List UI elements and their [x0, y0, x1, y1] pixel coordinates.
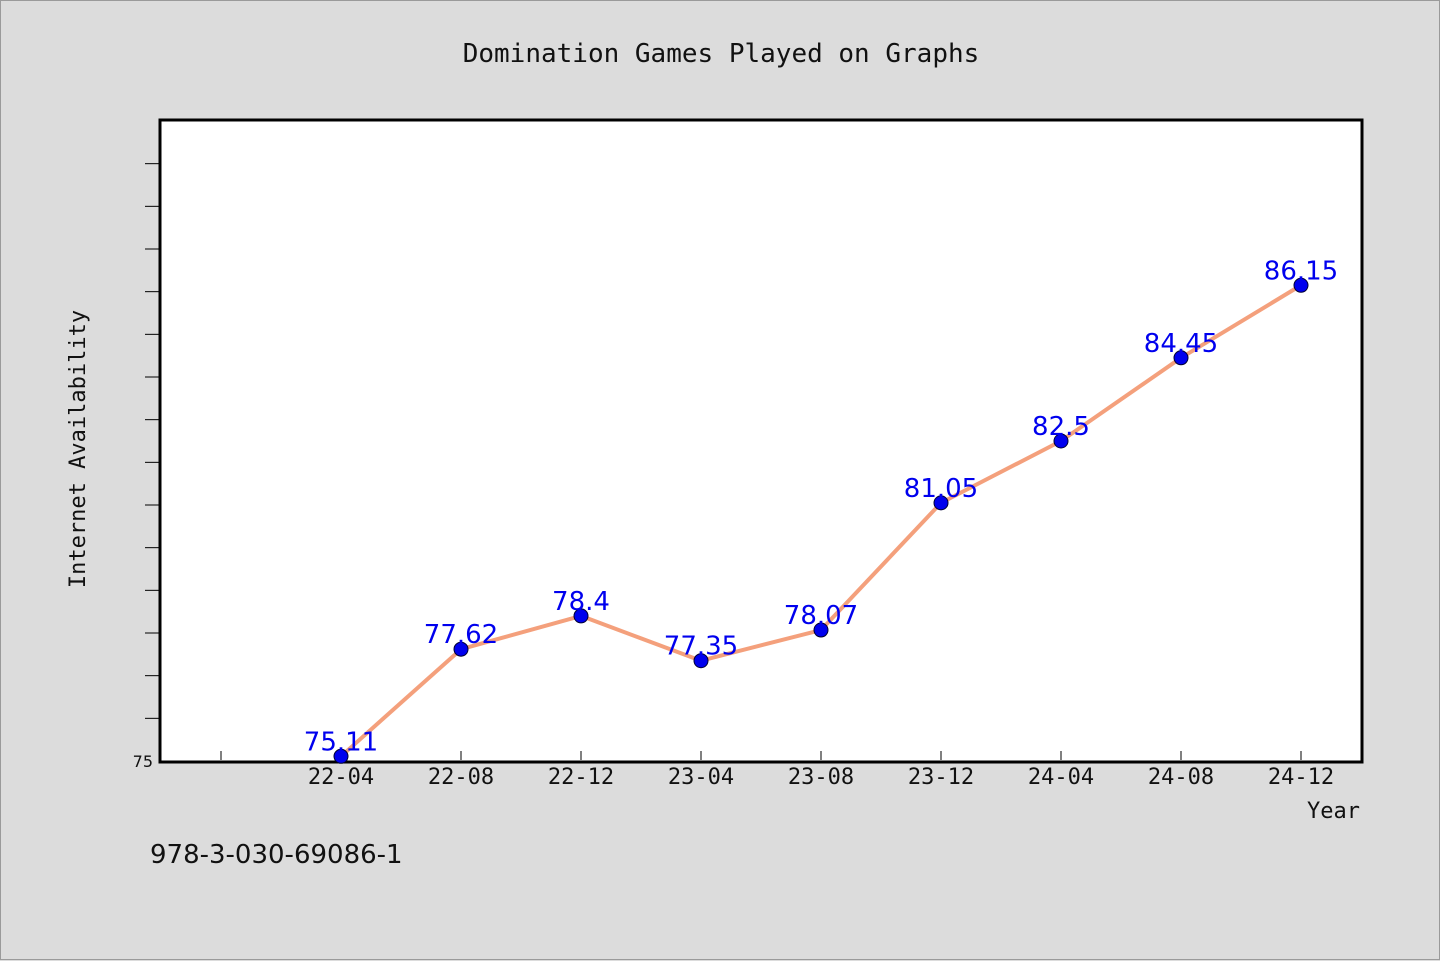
- x-tick-label: 24-08: [1148, 765, 1214, 790]
- data-label: 84.45: [1144, 329, 1218, 359]
- x-tick-label: 23-12: [908, 765, 974, 790]
- data-label: 82.5: [1032, 412, 1090, 442]
- x-axis-ticks: 22-04 22-08 22-12 23-04 23-08 23-12 24-04 24-08…: [220, 751, 1334, 790]
- data-point: [453, 641, 469, 657]
- x-axis-label: Year: [1307, 799, 1360, 824]
- data-label: 81.05: [904, 474, 978, 504]
- isbn-footer: 978-3-030-69086-1: [150, 840, 403, 870]
- data-point: [813, 622, 829, 638]
- data-label: 78.4: [552, 587, 610, 617]
- data-label: 77.62: [424, 620, 498, 650]
- data-label: 78.07: [784, 601, 858, 631]
- data-point: [1173, 350, 1189, 366]
- data-point: [933, 495, 949, 511]
- data-point: [693, 653, 709, 669]
- y-axis-ticks: 75: [133, 163, 160, 771]
- x-tick-label: 22-12: [548, 765, 614, 790]
- data-markers: [333, 277, 1309, 764]
- x-tick-label: 24-04: [1028, 765, 1094, 790]
- data-label: 77.35: [664, 632, 738, 662]
- data-label: 86.15: [1264, 256, 1338, 286]
- data-point: [573, 608, 589, 624]
- data-point: [1293, 277, 1309, 293]
- plot-area: [158, 118, 1364, 764]
- x-tick-label: 22-08: [428, 765, 494, 790]
- chart-title: Domination Games Played on Graphs: [463, 39, 980, 69]
- x-tick-label: 23-08: [788, 765, 854, 790]
- x-tick-label: 23-04: [668, 765, 734, 790]
- data-point: [333, 748, 349, 764]
- y-tick-label: 75: [133, 752, 153, 771]
- x-tick-label: 22-04: [308, 765, 374, 790]
- data-label: 75.11: [304, 727, 378, 757]
- data-labels: 75.11 77.62 78.4 77.35 78.07 81.05 82.5 84.45 86…: [304, 256, 1338, 757]
- data-point: [1053, 433, 1069, 449]
- x-tick-label: 24-12: [1268, 765, 1334, 790]
- y-axis-label: Internet Availability: [66, 310, 91, 588]
